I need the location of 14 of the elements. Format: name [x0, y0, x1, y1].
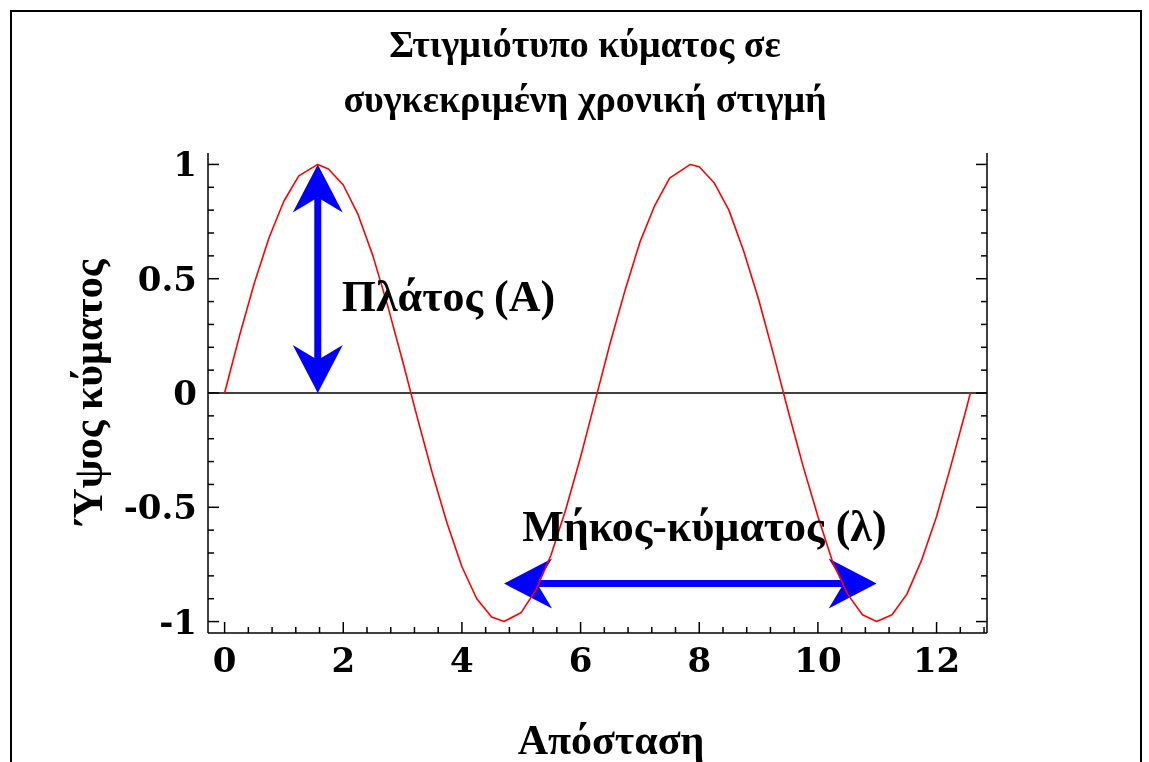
- y-axis-title: Ύψος κύματος: [64, 259, 112, 525]
- x-tick-label: 6: [568, 640, 593, 680]
- x-tick-label: 8: [687, 640, 712, 680]
- x-tick-label: 0: [212, 640, 237, 680]
- x-tick-label: 2: [331, 640, 356, 680]
- y-tick-label: 0: [173, 373, 197, 413]
- x-tick-label: 12: [912, 640, 961, 680]
- y-tick-label: -0.5: [123, 487, 197, 528]
- y-tick-label: 1: [173, 144, 197, 185]
- x-tick-label: 10: [794, 640, 842, 680]
- y-tick-label: -1: [159, 601, 197, 642]
- chart-title: Στιγμιότυπο κύματος σε συγκεκριμένη χρονική στιγμή: [342, 22, 828, 122]
- x-tick-label: 4: [450, 640, 474, 680]
- y-tick-label: 0.5: [137, 258, 197, 299]
